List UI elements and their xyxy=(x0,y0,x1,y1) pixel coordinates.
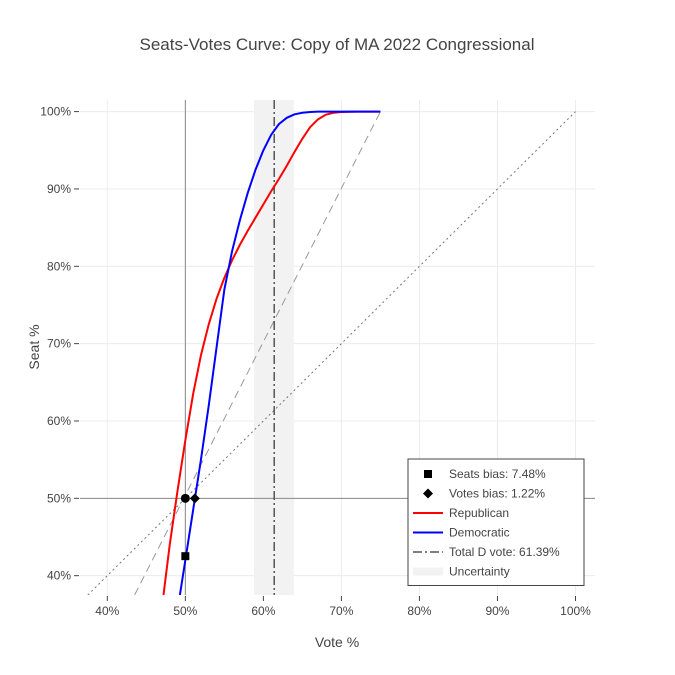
chart-title: Seats-Votes Curve: Copy of MA 2022 Congr… xyxy=(140,35,535,54)
x-tick-label: 40% xyxy=(95,604,119,618)
democratic-curve xyxy=(178,110,381,595)
legend-label-seats_bias: Seats bias: 7.48% xyxy=(449,467,546,481)
votes-bias-marker xyxy=(189,493,200,504)
y-tick-label: 50% xyxy=(47,491,71,505)
y-tick-label: 80% xyxy=(47,259,71,273)
x-tick-label: 100% xyxy=(560,604,591,618)
midpoint-marker xyxy=(180,493,190,503)
legend-label-democratic: Democratic xyxy=(449,526,510,540)
x-tick-label: 80% xyxy=(407,604,431,618)
y-tick-label: 70% xyxy=(47,337,71,351)
y-tick-label: 40% xyxy=(47,569,71,583)
republican-curve xyxy=(162,110,381,595)
legend-label-total_d_vote: Total D vote: 61.39% xyxy=(449,545,560,559)
x-tick-label: 70% xyxy=(329,604,353,618)
x-tick-label: 50% xyxy=(173,604,197,618)
x-axis-title: Vote % xyxy=(315,634,359,650)
legend-square-icon xyxy=(424,470,432,478)
y-axis-title: Seat % xyxy=(26,324,42,369)
legend-diamond-icon xyxy=(423,488,433,499)
legend: Seats bias: 7.48% Votes bias: 1.22% Republ… xyxy=(407,458,585,586)
legend-label-republican: Republican xyxy=(449,506,509,520)
seats-bias-marker xyxy=(181,552,190,561)
series-layer xyxy=(162,110,381,595)
y-tick-label: 60% xyxy=(47,414,71,428)
legend-label-uncertainty: Uncertainty xyxy=(449,565,510,579)
legend-box xyxy=(407,458,585,586)
tick-labels: 40% 50% 60% 70% 80% 90% 100% 40% 50% 60% 70% 80% 90%… xyxy=(40,105,591,618)
y-tick-label: 90% xyxy=(47,182,71,196)
y-tick-label: 100% xyxy=(40,105,71,119)
legend-label-votes_bias: Votes bias: 1.22% xyxy=(449,487,545,501)
x-tick-label: 60% xyxy=(251,604,275,618)
x-tick-label: 90% xyxy=(485,604,509,618)
markers-layer xyxy=(180,493,200,561)
legend-band-icon xyxy=(413,567,443,576)
